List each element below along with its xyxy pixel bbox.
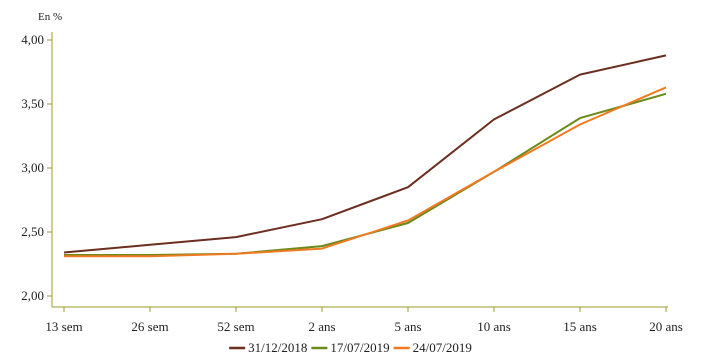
x-tick-label: 26 sem: [131, 319, 168, 334]
y-tick-label: 3,50: [21, 96, 44, 111]
x-tick-label: 15 ans: [563, 319, 597, 334]
legend: 31/12/2018 17/07/2019 24/07/2019: [229, 340, 472, 355]
y-axis-ticks: 2,00 2,50 3,00 3,50 4,00: [21, 32, 52, 303]
series-line-3: [64, 86, 667, 258]
series-lines: [63, 54, 667, 258]
series-line-1: [63, 54, 667, 254]
series-line-2: [64, 92, 667, 256]
x-tick-label: 20 ans: [649, 319, 683, 334]
legend-label-2: 17/07/2019: [330, 340, 389, 355]
y-tick-label: 2,50: [21, 224, 44, 239]
x-tick-label: 52 sem: [217, 319, 254, 334]
x-tick-label: 2 ans: [308, 319, 335, 334]
x-tick-label: 13 sem: [45, 319, 82, 334]
x-tick-label: 10 ans: [477, 319, 511, 334]
axes: [51, 32, 668, 308]
y-tick-label: 3,00: [21, 160, 44, 175]
y-tick-label: 4,00: [21, 32, 44, 47]
y-tick-label: 2,00: [21, 288, 44, 303]
x-tick-label: 5 ans: [394, 319, 421, 334]
x-axis-ticks: 13 sem 26 sem 52 sem 2 ans 5 ans 10 ans 15 ans…: [45, 307, 683, 334]
legend-label-3: 24/07/2019: [413, 340, 472, 355]
legend-label-1: 31/12/2018: [248, 340, 307, 355]
y-unit-label: En %: [38, 11, 62, 23]
